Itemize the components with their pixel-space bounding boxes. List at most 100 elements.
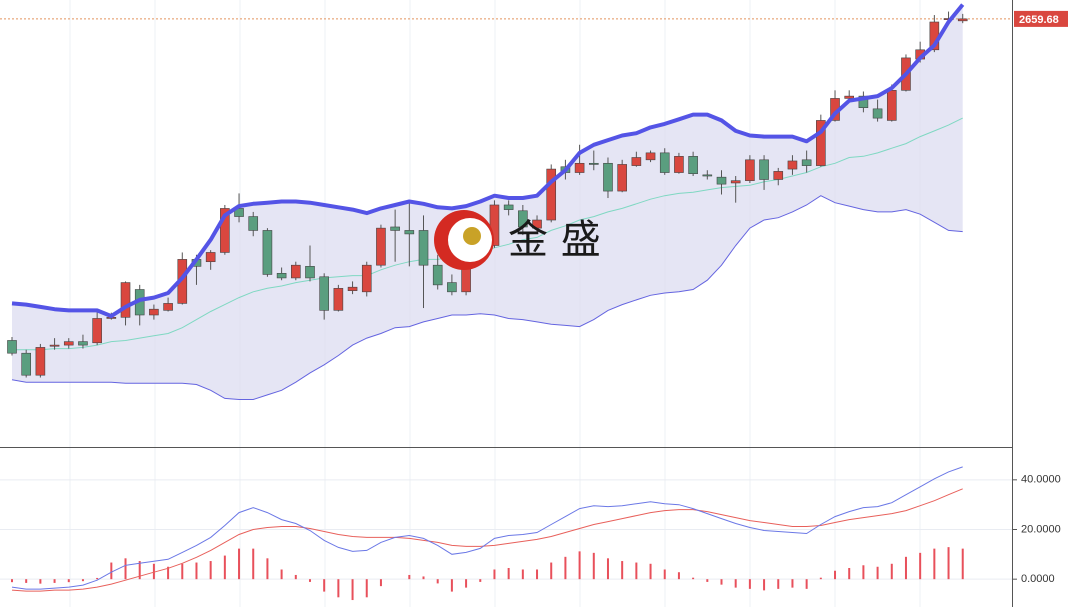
candle-body xyxy=(773,171,784,180)
histogram-bar xyxy=(53,579,56,583)
lower-band xyxy=(11,195,963,400)
histogram-bar xyxy=(862,565,865,580)
histogram-bar xyxy=(493,569,496,580)
candle-body xyxy=(617,164,627,192)
histogram-bar xyxy=(379,579,382,587)
candle-body xyxy=(347,286,358,291)
histogram-bar xyxy=(238,548,241,580)
y-tick-label: 20.0000 xyxy=(1021,523,1061,535)
candle-body xyxy=(716,176,727,185)
histogram-bar xyxy=(422,576,425,580)
candle-body xyxy=(659,152,670,173)
histogram-bar xyxy=(748,579,751,589)
histogram-bar xyxy=(450,579,453,592)
candle-body xyxy=(588,162,599,165)
candle-body xyxy=(404,230,415,235)
histogram-bar xyxy=(947,547,950,580)
histogram-bar xyxy=(110,562,113,580)
histogram-bar xyxy=(791,579,794,588)
candle-body xyxy=(730,180,741,184)
histogram-bar xyxy=(592,552,595,580)
candle-body xyxy=(645,152,656,161)
histogram-bar xyxy=(252,548,255,580)
candle-body xyxy=(787,160,798,170)
plot-layer: 2659.68 40.0000 20.0000 0.0000 xyxy=(0,3,1068,601)
histogram-bar xyxy=(635,562,638,580)
histogram-bar xyxy=(81,579,84,582)
candle-body xyxy=(518,210,528,228)
histogram-bar xyxy=(564,556,567,580)
candle-body xyxy=(631,157,642,166)
y-tick-label: 40.0000 xyxy=(1021,474,1061,486)
histogram-bar xyxy=(308,579,311,582)
histogram-bar xyxy=(834,570,837,580)
histogram-bar xyxy=(365,579,368,598)
candle-body xyxy=(205,252,216,263)
histogram-bar xyxy=(777,579,780,589)
candle-body xyxy=(546,168,557,221)
candle-body xyxy=(7,340,17,354)
dea-line xyxy=(11,488,963,592)
candle-body xyxy=(801,159,812,166)
upper-band xyxy=(11,3,965,319)
histogram-bar xyxy=(124,558,127,580)
candle-body xyxy=(886,90,897,121)
candle-body xyxy=(957,18,968,22)
histogram-bar xyxy=(280,569,283,580)
candle-body xyxy=(574,162,585,173)
histogram-bar xyxy=(919,552,922,580)
candle-body xyxy=(305,266,315,279)
histogram-bar xyxy=(465,579,468,588)
histogram-bar xyxy=(578,551,581,580)
watermark: 金 盛 xyxy=(508,217,601,263)
candle-body xyxy=(92,318,102,344)
candle-body xyxy=(759,159,769,180)
candle-body xyxy=(447,282,457,293)
histogram-bar xyxy=(933,548,936,580)
candle-body xyxy=(78,341,88,346)
last-price-label: 2659.68 xyxy=(1019,14,1059,26)
histogram-bar xyxy=(11,579,13,583)
histogram-bar xyxy=(606,558,609,580)
histogram-bar xyxy=(521,569,524,580)
candle-body xyxy=(361,264,372,293)
histogram-bar xyxy=(479,579,482,582)
candle-body xyxy=(63,341,74,346)
logo xyxy=(434,210,494,270)
candle-body xyxy=(49,344,60,347)
histogram-bar xyxy=(181,563,184,580)
candle-body xyxy=(603,162,613,192)
histogram-bar xyxy=(706,579,709,582)
candle-body xyxy=(390,226,400,231)
candle-body xyxy=(163,303,173,311)
histogram-bar xyxy=(323,579,326,592)
dif-line xyxy=(11,466,963,590)
histogram-bar xyxy=(961,548,964,580)
candle-body xyxy=(858,95,869,108)
candle-body xyxy=(532,219,542,229)
histogram-bar xyxy=(763,579,766,591)
histogram-bar xyxy=(67,579,70,583)
candle-body xyxy=(290,264,301,279)
candle-body xyxy=(432,264,443,286)
candle-body xyxy=(503,204,514,210)
histogram-bar xyxy=(138,561,141,580)
histogram-bar xyxy=(167,566,170,580)
candle-body xyxy=(120,282,131,318)
histogram-bar xyxy=(805,579,808,589)
histogram-bar xyxy=(677,572,680,580)
candle-body xyxy=(220,208,230,253)
candle-body xyxy=(816,120,826,166)
candle-body xyxy=(21,352,31,376)
histogram-bar xyxy=(904,556,907,580)
histogram-bar xyxy=(195,562,198,580)
last-price-box xyxy=(1014,10,1068,27)
histogram-bar xyxy=(436,579,439,584)
histogram-bar xyxy=(663,569,666,580)
candle-body xyxy=(418,230,429,266)
candle-body xyxy=(248,216,259,231)
histogram-bar xyxy=(337,579,340,598)
candle-body xyxy=(702,174,713,177)
histogram-bar xyxy=(294,574,297,580)
